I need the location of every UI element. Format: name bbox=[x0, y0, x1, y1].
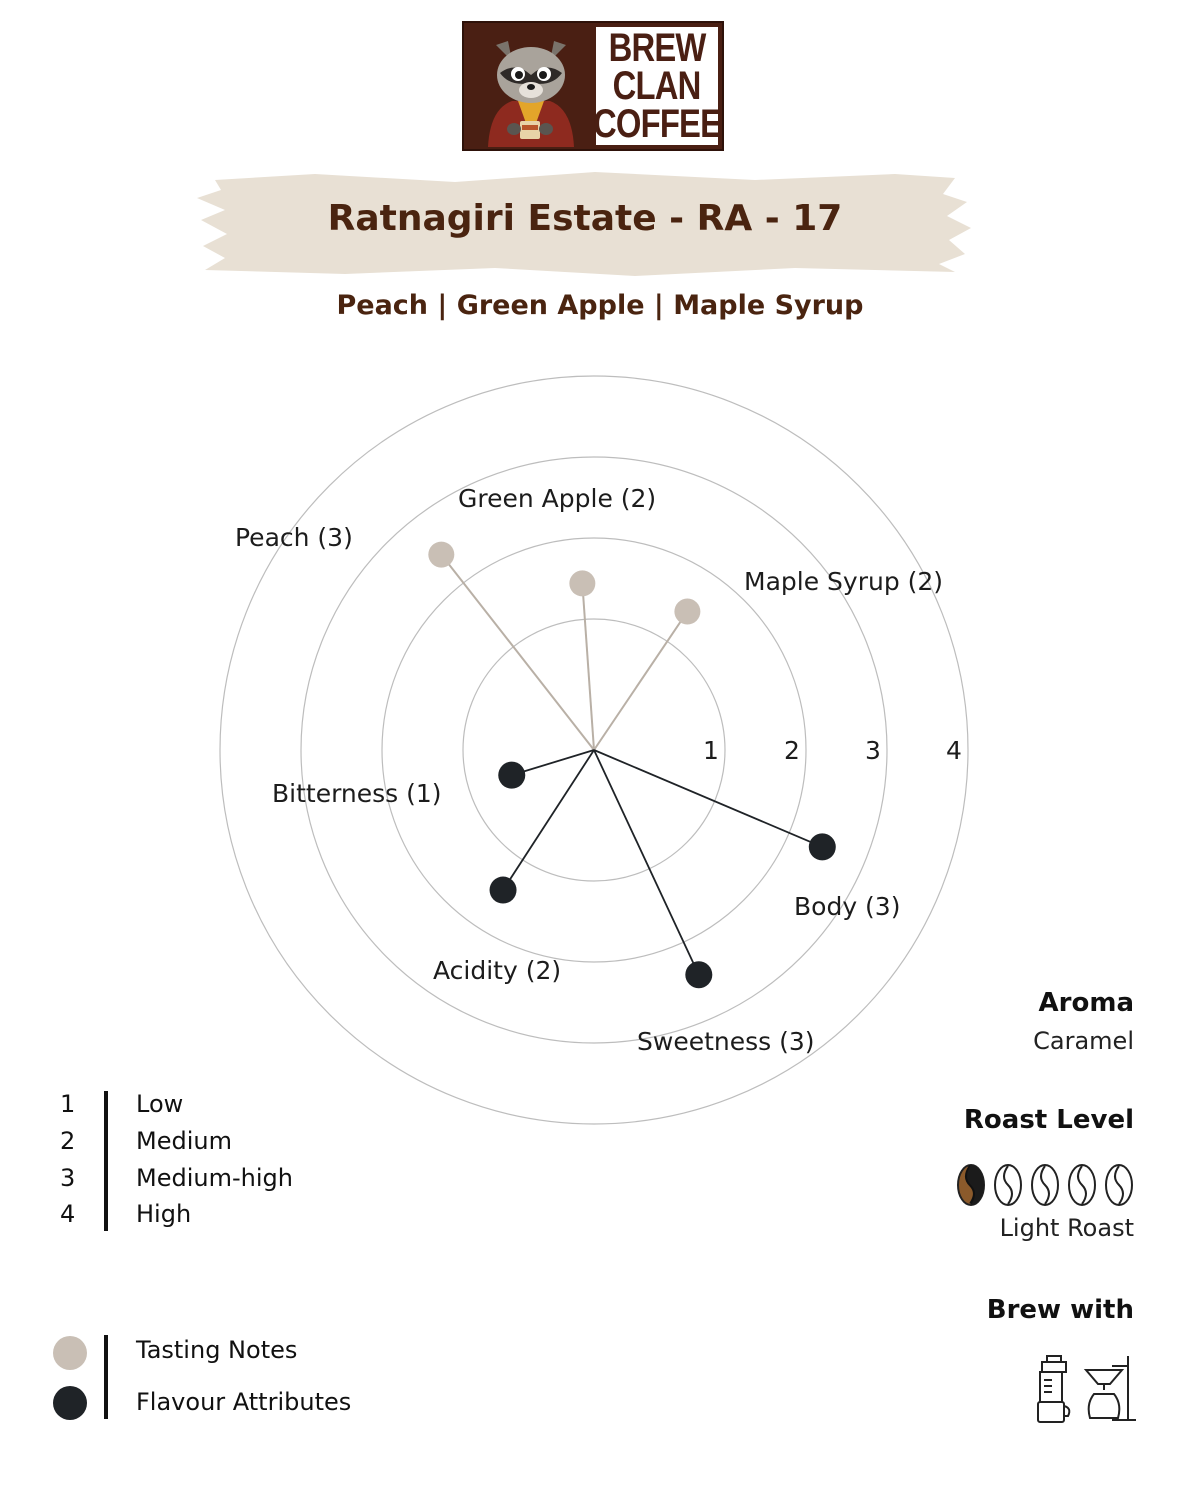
brand-line-1: BREW bbox=[608, 26, 707, 70]
label-body: Body (3) bbox=[794, 892, 901, 921]
point-1-3 bbox=[685, 961, 713, 989]
label-sweetness: Sweetness (3) bbox=[637, 1027, 815, 1056]
brand-wordmark: BREW CLAN COFFEE bbox=[592, 26, 722, 146]
point-1-0 bbox=[498, 761, 526, 789]
key-legend-divider bbox=[104, 1335, 108, 1419]
scale-num: 4 bbox=[60, 1200, 76, 1228]
label-acidity: Acidity (2) bbox=[433, 956, 562, 985]
point-1-1 bbox=[808, 833, 836, 861]
point-1-2 bbox=[489, 876, 517, 904]
ring-1 bbox=[462, 618, 726, 882]
scale-text: Medium-high bbox=[136, 1164, 293, 1192]
roast-level-heading: Roast Level bbox=[963, 1105, 1134, 1135]
ring-3 bbox=[300, 456, 888, 1044]
key-dot-flavour-attributes bbox=[53, 1386, 87, 1420]
key-text-tasting-notes: Tasting Notes bbox=[136, 1336, 298, 1364]
roast-level-beans bbox=[957, 1164, 1133, 1206]
spoke-0-1 bbox=[581, 583, 595, 751]
label-maple-syrup: Maple Syrup (2) bbox=[744, 567, 944, 596]
ring-2 bbox=[381, 537, 807, 963]
spoke-1-3 bbox=[593, 749, 700, 976]
label-green-apple: Green Apple (2) bbox=[458, 484, 657, 513]
scale-text: Low bbox=[136, 1090, 184, 1118]
ring-label-2: 2 bbox=[784, 736, 800, 765]
ring-label-4: 4 bbox=[946, 736, 962, 765]
aroma-heading: Aroma bbox=[1038, 988, 1134, 1018]
key-text-flavour-attributes: Flavour Attributes bbox=[136, 1388, 352, 1416]
brew-with-heading: Brew with bbox=[986, 1295, 1134, 1325]
title-banner bbox=[197, 172, 971, 276]
spoke-1-2 bbox=[502, 749, 595, 891]
brand-line-3: COFFEE bbox=[592, 102, 722, 146]
page-title: Ratnagiri Estate - RA - 17 bbox=[327, 198, 843, 239]
aeropress-icon bbox=[1037, 1355, 1071, 1423]
point-0-0 bbox=[428, 541, 455, 568]
roast-level-value: Light Roast bbox=[999, 1214, 1134, 1242]
roast-bean-2 bbox=[994, 1164, 1022, 1206]
point-0-2 bbox=[674, 598, 701, 625]
spoke-0-2 bbox=[593, 610, 689, 751]
scale-row-4: 4 High bbox=[60, 1200, 191, 1228]
roast-bean-5 bbox=[1105, 1164, 1133, 1206]
aroma-value: Caramel bbox=[1033, 1027, 1134, 1055]
scale-num: 1 bbox=[60, 1090, 76, 1118]
roast-bean-1 bbox=[957, 1164, 985, 1206]
brand-logo: BREW CLAN COFFEE bbox=[462, 21, 724, 151]
pour-over-icon bbox=[1083, 1356, 1136, 1421]
spoke-1-1 bbox=[593, 749, 823, 848]
scale-row-2: 2 Medium bbox=[60, 1127, 232, 1155]
scale-num: 3 bbox=[60, 1164, 76, 1192]
label-peach: Peach (3) bbox=[235, 523, 353, 552]
spoke-0-0 bbox=[440, 553, 595, 751]
scale-row-3: 3 Medium-high bbox=[60, 1164, 293, 1192]
scale-num: 2 bbox=[60, 1127, 76, 1155]
brand-line-2: CLAN bbox=[613, 64, 702, 108]
raccoon-mascot-icon bbox=[488, 41, 574, 147]
key-dot-tasting-notes bbox=[53, 1336, 87, 1370]
tasting-notes-subtitle: Peach | Green Apple | Maple Syrup bbox=[336, 290, 864, 321]
point-0-1 bbox=[569, 570, 596, 597]
roast-bean-4 bbox=[1068, 1164, 1096, 1206]
scale-text: Medium bbox=[136, 1127, 232, 1155]
ring-label-1: 1 bbox=[703, 736, 719, 765]
ring-4 bbox=[219, 375, 969, 1125]
roast-bean-3 bbox=[1031, 1164, 1059, 1206]
label-bitterness: Bitterness (1) bbox=[272, 779, 442, 808]
ring-label-3: 3 bbox=[865, 736, 881, 765]
scale-legend-divider bbox=[104, 1091, 108, 1231]
spoke-1-0 bbox=[511, 749, 595, 777]
scale-text: High bbox=[136, 1200, 192, 1228]
scale-row-1: 1 Low bbox=[60, 1090, 183, 1118]
